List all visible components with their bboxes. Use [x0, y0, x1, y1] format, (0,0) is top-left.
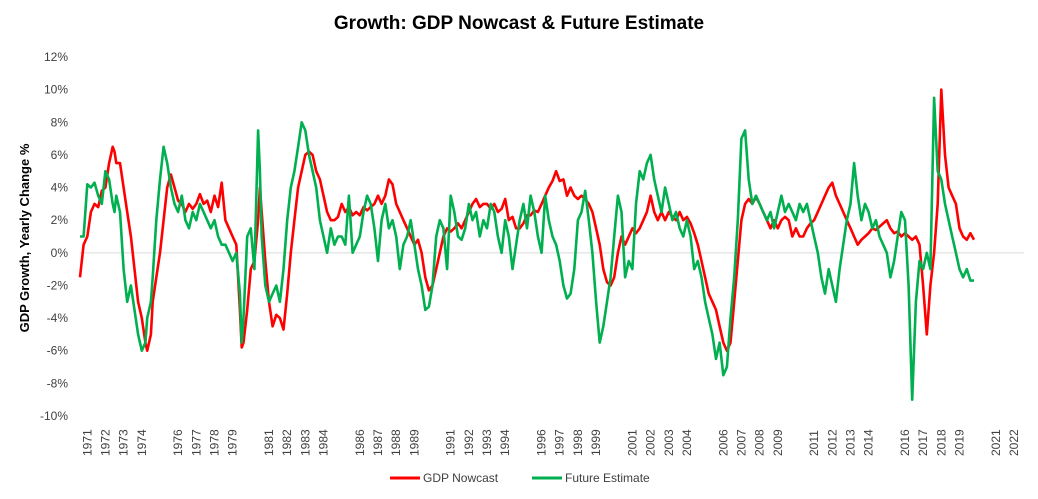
legend-label-gdp-nowcast: GDP Nowcast — [423, 471, 499, 485]
x-tick-label: 1991 — [444, 429, 458, 456]
y-tick-label: -6% — [47, 344, 69, 358]
y-tick-label: -2% — [47, 278, 69, 292]
x-tick-label: 2008 — [753, 429, 767, 456]
series-layer — [78, 88, 976, 402]
y-tick-label: 12% — [44, 50, 68, 64]
x-tick-label: 2022 — [1007, 429, 1021, 456]
x-tick-label: 1977 — [189, 429, 203, 456]
y-axis-label: GDP Growth, Yearly Change % — [17, 143, 32, 332]
y-tick-label: 0% — [51, 246, 69, 260]
y-tick-label: -4% — [47, 311, 69, 325]
x-tick-label: 1972 — [98, 429, 112, 456]
y-tick-label: 10% — [44, 83, 68, 97]
x-tick-label: 2017 — [916, 429, 930, 456]
x-tick-label: 1976 — [171, 429, 185, 456]
x-tick-label: 1973 — [117, 429, 131, 456]
y-tick-label: -8% — [47, 376, 69, 390]
y-tick-label: -10% — [40, 409, 68, 423]
x-tick-label: 2006 — [716, 429, 730, 456]
legend-item-gdp-nowcast: GDP Nowcast — [390, 471, 499, 485]
series-line-future-estimate — [80, 96, 974, 402]
y-tick-labels: -10% -8% -6% -4% -2% 0% 2% 4% 6% 8% 10% 12% — [40, 50, 68, 423]
x-tick-label: 1988 — [389, 429, 403, 456]
x-tick-label: 1986 — [353, 429, 367, 456]
x-tick-label: 2016 — [898, 429, 912, 456]
x-tick-label: 1978 — [207, 429, 221, 456]
x-tick-label: 2001 — [625, 429, 639, 456]
x-tick-label: 2018 — [934, 429, 948, 456]
x-tick-label: 1984 — [316, 429, 330, 456]
legend-item-future-estimate: Future Estimate — [532, 471, 650, 485]
x-tick-label: 1979 — [226, 429, 240, 456]
x-tick-label: 1992 — [462, 429, 476, 456]
x-tick-label: 1983 — [298, 429, 312, 456]
x-tick-label: 2021 — [989, 429, 1003, 456]
y-tick-label: 6% — [51, 148, 69, 162]
x-tick-label: 2007 — [734, 429, 748, 456]
x-tick-label: 1971 — [80, 429, 94, 456]
x-tick-label: 2011 — [807, 430, 821, 456]
x-tick-label: 2002 — [644, 429, 658, 456]
x-tick-label: 2004 — [680, 429, 694, 456]
x-tick-label: 1974 — [135, 429, 149, 456]
x-tick-labels: 1971 1972 1973 1974 1976 1977 1978 1979 1981 1982… — [80, 429, 1021, 456]
x-tick-label: 1999 — [589, 429, 603, 456]
x-tick-label: 2009 — [771, 429, 785, 456]
x-tick-label: 2014 — [862, 429, 876, 456]
x-tick-label: 2013 — [843, 429, 857, 456]
x-tick-label: 1994 — [498, 429, 512, 456]
x-tick-label: 1993 — [480, 429, 494, 456]
legend: GDP Nowcast Future Estimate — [390, 471, 650, 485]
chart-title: Growth: GDP Nowcast & Future Estimate — [334, 13, 704, 34]
x-tick-label: 1996 — [535, 429, 549, 456]
legend-label-future-estimate: Future Estimate — [565, 471, 650, 485]
x-tick-label: 1982 — [280, 429, 294, 456]
x-tick-label: 1989 — [407, 429, 421, 456]
y-tick-label: 4% — [51, 181, 69, 195]
x-tick-label: 1998 — [571, 429, 585, 456]
x-tick-label: 2003 — [662, 429, 676, 456]
x-tick-label: 2012 — [825, 429, 839, 456]
x-tick-label: 1987 — [371, 429, 385, 456]
x-tick-label: 1981 — [262, 429, 276, 456]
x-tick-label: 1997 — [553, 429, 567, 456]
y-tick-label: 8% — [51, 115, 69, 129]
y-tick-label: 2% — [51, 213, 69, 227]
x-tick-label: 2019 — [952, 429, 966, 456]
